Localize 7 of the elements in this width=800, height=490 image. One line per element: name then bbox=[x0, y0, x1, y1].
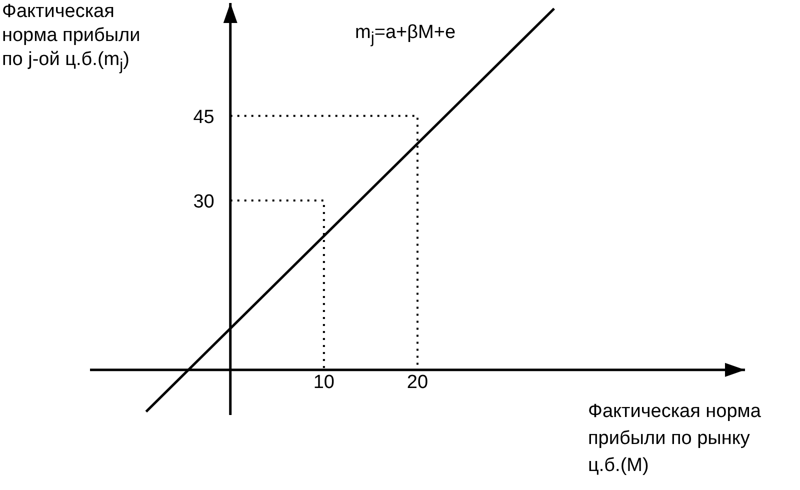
x-tick-label: 20 bbox=[406, 372, 428, 393]
annotation: m$_{j}$=a+βM+e bbox=[355, 22, 456, 48]
y-tick-label: 45 bbox=[193, 106, 214, 128]
y-tick-label: 30 bbox=[193, 192, 214, 213]
x-axis-title: Фактическая норма прибыли по рынку ц.б.(M) bbox=[588, 400, 762, 478]
x-tick-label: 10 bbox=[313, 372, 334, 393]
y-axis-title: Фактическая норма прибыли по j-ой ц.б.(m$_{j}$) bbox=[2, 0, 142, 76]
